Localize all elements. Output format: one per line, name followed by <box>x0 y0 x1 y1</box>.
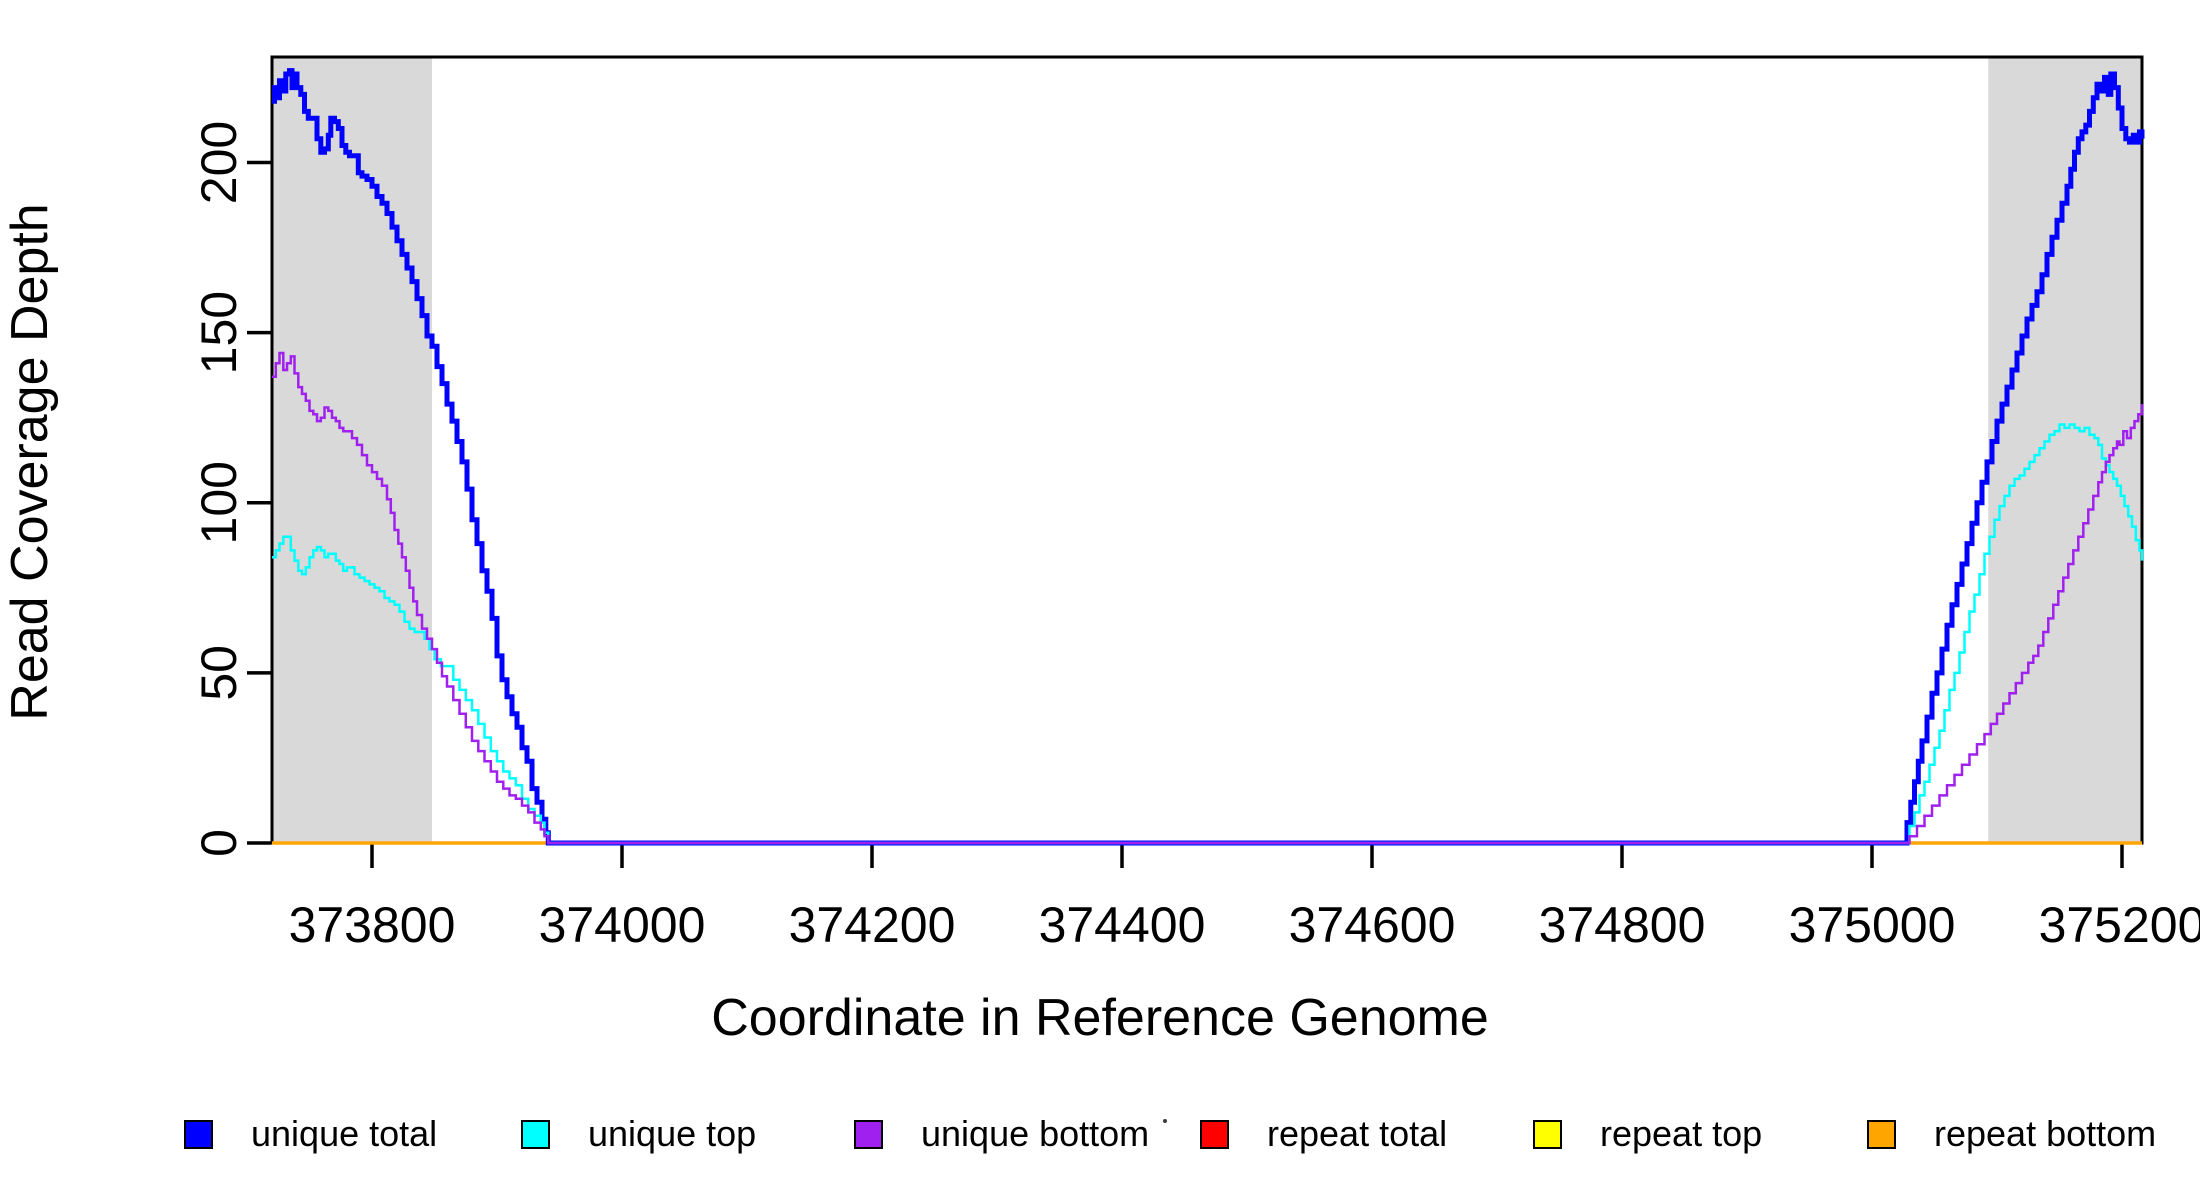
legend: unique total unique top unique bottom re… <box>0 1108 2200 1168</box>
repeat-region-band <box>1988 57 2142 843</box>
y-tick-label: 200 <box>191 121 247 204</box>
legend-item-repeat-bottom: repeat bottom <box>1867 1108 2156 1160</box>
legend-label: unique top <box>588 1113 757 1154</box>
unique-total-swatch-icon <box>184 1119 213 1149</box>
legend-label: repeat bottom <box>1934 1113 2157 1154</box>
x-tick-label: 373800 <box>289 897 456 953</box>
unique-bottom-swatch-icon <box>854 1119 883 1149</box>
unique-top-swatch-icon <box>521 1119 550 1149</box>
y-tick-label: 50 <box>191 645 247 701</box>
y-axis-title: Read Coverage Depth <box>1 203 59 721</box>
x-tick-label: 375000 <box>1789 897 1956 953</box>
repeat-region-band <box>272 57 432 843</box>
legend-label: unique total <box>251 1113 438 1154</box>
x-tick-label: 374200 <box>789 897 956 953</box>
legend-item-repeat-top: repeat top <box>1533 1108 1762 1160</box>
legend-label: repeat total <box>1267 1113 1448 1154</box>
y-tick-label: 150 <box>191 291 247 374</box>
legend-item-unique-top: unique top <box>521 1108 756 1160</box>
legend-label: unique bottom <box>921 1113 1150 1154</box>
legend-item-unique-bottom: unique bottom <box>854 1108 1149 1160</box>
legend-item-repeat-total: repeat total <box>1200 1108 1447 1160</box>
x-tick-label: 374800 <box>1539 897 1706 953</box>
stray-dot <box>1163 1119 1167 1123</box>
x-tick-label: 374000 <box>539 897 706 953</box>
x-tick-label: 374600 <box>1289 897 1456 953</box>
repeat-top-swatch-icon <box>1533 1119 1562 1149</box>
x-tick-label: 375200 <box>2039 897 2200 953</box>
legend-label: repeat top <box>1600 1113 1763 1154</box>
y-tick-label: 0 <box>191 829 247 857</box>
legend-item-unique-total: unique total <box>184 1108 437 1160</box>
x-tick-label: 374400 <box>1039 897 1206 953</box>
y-tick-label: 100 <box>191 461 247 544</box>
series-unique-total-line <box>272 68 2145 846</box>
repeat-total-swatch-icon <box>1200 1119 1229 1149</box>
repeat-bottom-swatch-icon <box>1867 1119 1896 1149</box>
x-axis-title: Coordinate in Reference Genome <box>711 989 1489 1047</box>
series-unique-top-line <box>272 423 2144 845</box>
series-unique-bottom-line <box>272 351 2144 845</box>
plot-border <box>270 55 2144 845</box>
